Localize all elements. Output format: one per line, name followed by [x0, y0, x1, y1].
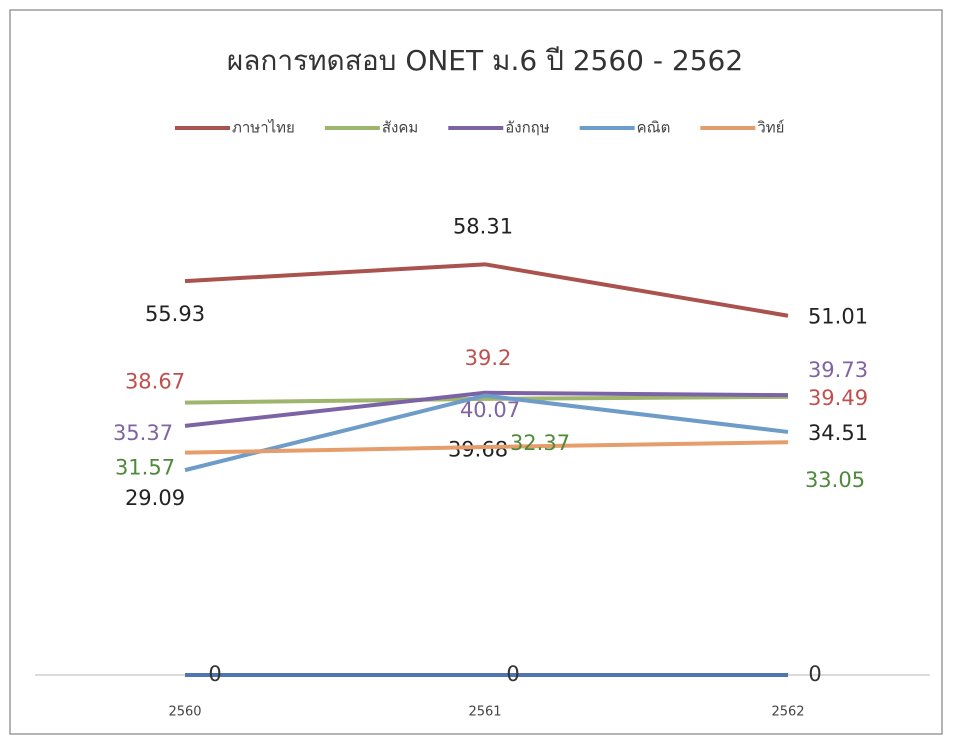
legend-label: คณิต [637, 119, 671, 137]
data-label: 31.57 [115, 456, 175, 480]
data-label: 55.93 [145, 302, 205, 326]
data-label: 33.05 [805, 468, 865, 492]
x-tick-label: 2561 [468, 705, 501, 720]
x-tick-label: 2562 [771, 705, 804, 720]
data-label: 0 [208, 662, 221, 686]
data-label: 29.09 [125, 486, 185, 510]
legend-label: สังคม [382, 119, 418, 137]
data-label: 39.2 [465, 346, 512, 370]
series-line [184, 262, 789, 318]
data-label: 39.49 [808, 386, 868, 410]
data-label: 0 [808, 662, 821, 686]
data-label: 40.07 [460, 398, 520, 422]
data-label: 32.37 [510, 431, 570, 455]
data-label: 35.37 [113, 421, 173, 445]
data-label: 58.31 [453, 214, 513, 238]
data-label: 38.67 [125, 370, 185, 394]
chart-title: ผลการทดสอบ ONET ม.6 ปี 2560 - 2562 [227, 44, 743, 77]
x-tick-label: 2560 [168, 705, 201, 720]
series-line [184, 394, 789, 405]
chart-frame [9, 9, 943, 735]
series-line [184, 390, 789, 428]
series-line [184, 440, 789, 455]
data-label: 51.01 [808, 305, 868, 329]
legend-label: วิทย์ [757, 119, 785, 137]
data-label: 34.51 [808, 421, 868, 445]
data-label: 0 [506, 662, 519, 686]
data-label: 39.73 [808, 358, 868, 382]
series-line [184, 393, 789, 473]
legend-label: อังกฤษ [505, 119, 549, 137]
data-label: 39.68 [448, 438, 508, 462]
legend-label: ภาษาไทย [232, 119, 295, 137]
